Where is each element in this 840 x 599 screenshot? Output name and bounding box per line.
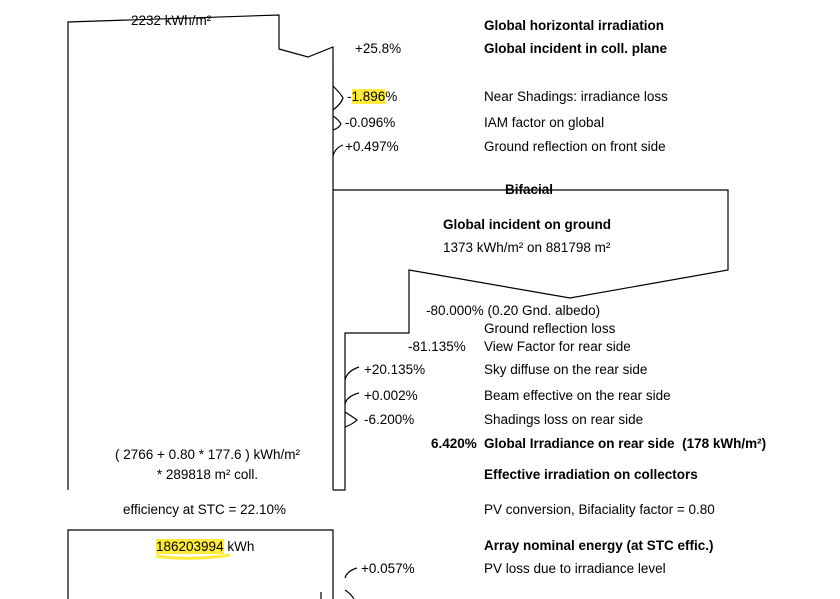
value-albedo: -80.000% (0.20 Gnd. albedo)	[426, 303, 601, 318]
near-shadings-arrow	[332, 85, 344, 111]
energy-underline	[155, 553, 231, 560]
label-gi: Global incident in coll. plane	[484, 41, 668, 56]
iam-arrow	[332, 115, 342, 131]
value-view-factor: -81.135%	[408, 339, 466, 354]
label-array-nominal: Array nominal energy (at STC effic.)	[484, 538, 714, 553]
near-shadings-number: 1.896	[351, 89, 386, 104]
transposition-value: +25.8%	[355, 41, 402, 56]
value-gi-ground: 1373 kWh/m² on 881798 m²	[443, 240, 611, 255]
main-flow-band	[67, 14, 334, 490]
label-effective: Effective irradiation on collectors	[484, 467, 698, 482]
value-shadings-rear: -6.200%	[364, 412, 415, 427]
label-sky-diffuse: Sky diffuse on the rear side	[484, 362, 648, 377]
label-pv-conversion: PV conversion, Bifaciality factor = 0.80	[484, 502, 715, 517]
rear-irr-title: Global Irradiance on rear side	[484, 436, 675, 451]
label-pv-loss-irr: PV loss due to irradiance level	[484, 561, 666, 576]
label-gi-ground: Global incident on ground	[443, 217, 611, 232]
near-shadings-percent: %	[385, 89, 398, 104]
label-shadings-rear: Shadings loss on rear side	[484, 412, 644, 427]
efficiency-stc: efficiency at STC = 22.10%	[123, 502, 286, 517]
label-near-shadings: Near Shadings: irradiance loss	[484, 89, 668, 104]
near-shadings-sign: -	[347, 89, 352, 104]
label-ground-reflection-front: Ground reflection on front side	[484, 139, 666, 154]
value-beam-rear: +0.002%	[364, 388, 418, 403]
value-near-shadings: -1.896%	[347, 89, 397, 105]
bifacial-flow-band	[333, 189, 729, 491]
value-sky-diffuse: +20.135%	[364, 362, 426, 377]
array-energy-box	[67, 529, 334, 599]
label-rear-irr: Global Irradiance on rear side (178 kWh/…	[484, 436, 766, 452]
shadings-rear-arrow	[344, 411, 358, 428]
value-ground-reflection-front: +0.497%	[345, 139, 399, 154]
value-rear-irr: 6.420%	[431, 436, 477, 451]
beam-rear-arrow	[344, 392, 360, 405]
label-view-factor: View Factor for rear side	[484, 339, 631, 354]
sky-diffuse-arrow	[344, 366, 360, 381]
rear-irr-amount: (178 kWh/m²)	[682, 436, 767, 451]
label-bifacial: Bifacial	[505, 182, 554, 197]
array-energy-unit: kWh	[223, 539, 255, 554]
value-iam: -0.096%	[345, 115, 396, 130]
label-iam: IAM factor on global	[484, 115, 605, 130]
pv-loss-irr-arrow	[344, 567, 358, 579]
array-energy-value: 186203994 kWh	[156, 539, 254, 555]
formula-line2: * 289818 m² coll.	[156, 467, 259, 482]
label-beam-rear: Beam effective on the rear side	[484, 388, 671, 403]
value-pv-loss-irr: +0.057%	[361, 561, 415, 576]
ground-reflection-front-arrow	[332, 144, 344, 157]
array-energy-number: 186203994	[156, 539, 224, 554]
label-ghi: Global horizontal irradiation	[484, 18, 665, 33]
pv-loss-irr-arrow-tail	[344, 589, 355, 599]
gh-value: 2232 kWh/m²	[131, 13, 212, 28]
label-ground-loss: Ground reflection loss	[484, 321, 616, 336]
formula-line1: ( 2766 + 0.80 * 177.6 ) kWh/m²	[115, 447, 300, 462]
